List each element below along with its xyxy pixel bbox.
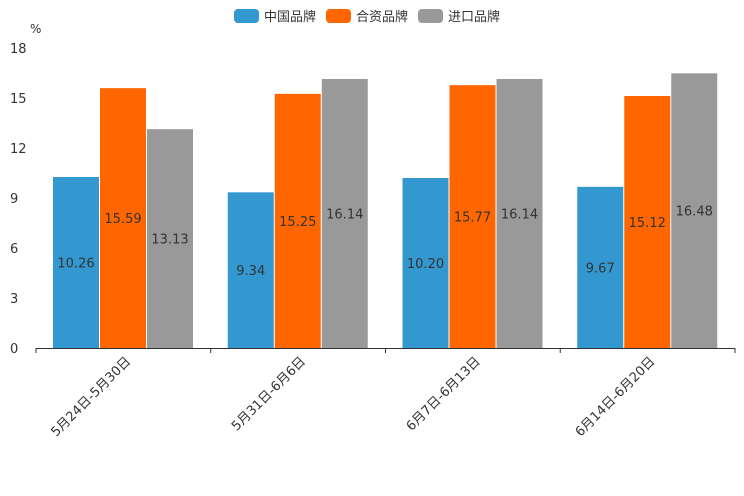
legend-label-jv-brand: 合资品牌 — [356, 10, 409, 25]
bar-value-label: 9.34 — [236, 264, 265, 279]
bar-value-label: 15.25 — [279, 215, 316, 230]
bar-value-label: 15.12 — [629, 216, 666, 231]
y-tick-label: 12 — [10, 142, 27, 157]
legend-item-import-brand[interactable]: 进口品牌 — [418, 6, 500, 25]
bar-jv-brand — [624, 96, 671, 348]
legend-label-import-brand: 进口品牌 — [448, 10, 501, 25]
y-tick-label: 3 — [10, 292, 18, 307]
bar-china-brand — [227, 192, 274, 348]
x-category-label: 6月7日-6月13日 — [404, 354, 484, 434]
bar-jv-brand — [449, 85, 496, 349]
bar-value-label: 10.20 — [407, 257, 444, 272]
y-tick-label: 6 — [10, 242, 18, 257]
bar-value-label: 13.13 — [151, 233, 188, 248]
bar-import-brand — [321, 79, 368, 348]
bar-value-label: 16.14 — [501, 208, 538, 223]
bar-value-label: 16.14 — [326, 208, 363, 223]
bar-import-brand — [147, 129, 193, 348]
bar-jv-brand — [274, 93, 321, 348]
bar-value-label: 15.59 — [104, 212, 141, 227]
y-tick-label: 15 — [10, 92, 27, 107]
bar-china-brand — [577, 186, 624, 348]
bar-import-brand — [671, 73, 718, 348]
y-axis-unit: % — [30, 22, 42, 36]
legend-label-china-brand: 中国品牌 — [264, 10, 317, 25]
y-tick-label: 9 — [10, 192, 18, 207]
x-category-label: 5月24日-5月30日 — [48, 354, 134, 440]
legend-item-jv-brand[interactable]: 合资品牌 — [326, 6, 408, 25]
bar-value-label: 9.67 — [586, 261, 615, 276]
bar-import-brand — [496, 79, 543, 348]
bar-china-brand — [53, 177, 99, 348]
bar-value-label: 10.26 — [57, 257, 94, 272]
bar-china-brand — [402, 178, 449, 348]
x-category-label: 5月31日-6月6日 — [229, 354, 309, 434]
bar-value-label: 15.77 — [454, 211, 491, 226]
chart-legend: 中国品牌 合资品牌 进口品牌 — [234, 6, 510, 25]
legend-swatch-china-brand — [234, 8, 259, 23]
y-tick-label: 0 — [10, 342, 18, 357]
legend-swatch-import-brand — [418, 8, 444, 23]
bar-jv-brand — [100, 88, 146, 349]
legend-item-china-brand[interactable]: 中国品牌 — [234, 6, 316, 25]
bar-value-label: 16.48 — [676, 205, 713, 220]
x-category-label: 6月14日-6月20日 — [573, 354, 659, 440]
legend-swatch-jv-brand — [326, 8, 352, 23]
y-tick-label: 18 — [10, 42, 27, 57]
